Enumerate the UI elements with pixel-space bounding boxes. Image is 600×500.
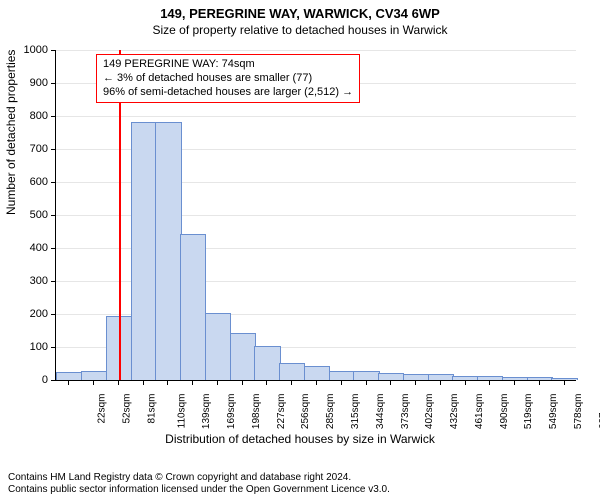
annotation-line: ← 3% of detached houses are smaller (77) xyxy=(103,72,353,86)
x-tick-label: 519sqm xyxy=(523,394,534,430)
footer-line: Contains public sector information licen… xyxy=(8,484,390,496)
histogram-bar xyxy=(56,372,82,380)
x-tick xyxy=(415,380,416,385)
x-tick-label: 227sqm xyxy=(276,394,287,430)
x-tick xyxy=(316,380,317,385)
y-tick-label: 0 xyxy=(42,374,56,386)
x-tick-label: 373sqm xyxy=(400,394,411,430)
histogram-bar xyxy=(527,377,553,380)
histogram-bar xyxy=(205,313,231,380)
histogram-bar xyxy=(230,333,256,380)
x-tick-label: 549sqm xyxy=(548,394,559,430)
x-tick xyxy=(440,380,441,385)
x-tick xyxy=(489,380,490,385)
histogram-bar xyxy=(378,373,404,380)
histogram-bar xyxy=(304,366,330,380)
footer-text: Contains HM Land Registry data © Crown c… xyxy=(8,472,390,496)
x-tick xyxy=(143,380,144,385)
x-tick-label: 315sqm xyxy=(350,394,361,430)
x-tick xyxy=(118,380,119,385)
x-tick xyxy=(266,380,267,385)
histogram-bar xyxy=(551,378,577,380)
chart-subtitle: Size of property relative to detached ho… xyxy=(0,21,600,37)
x-tick xyxy=(217,380,218,385)
histogram-bar xyxy=(180,234,206,380)
x-tick-label: 139sqm xyxy=(202,394,213,430)
y-tick-label: 1000 xyxy=(24,44,56,56)
x-tick xyxy=(167,380,168,385)
annotation-box: 149 PEREGRINE WAY: 74sqm ← 3% of detache… xyxy=(96,54,360,103)
x-axis-title: Distribution of detached houses by size … xyxy=(0,432,600,446)
x-tick xyxy=(465,380,466,385)
x-tick-label: 256sqm xyxy=(301,394,312,430)
x-tick-label: 402sqm xyxy=(424,394,435,430)
footer-line: Contains HM Land Registry data © Crown c… xyxy=(8,472,390,484)
annotation-line: 149 PEREGRINE WAY: 74sqm xyxy=(103,58,353,72)
x-tick-label: 461sqm xyxy=(474,394,485,430)
x-tick-label: 22sqm xyxy=(97,394,108,424)
chart-title: 149, PEREGRINE WAY, WARWICK, CV34 6WP xyxy=(0,0,600,21)
y-tick-label: 600 xyxy=(30,176,56,188)
y-tick-label: 100 xyxy=(30,341,56,353)
y-tick-label: 700 xyxy=(30,143,56,155)
x-tick xyxy=(514,380,515,385)
x-tick-label: 432sqm xyxy=(449,394,460,430)
histogram-bar xyxy=(329,371,355,380)
gridline xyxy=(56,50,576,51)
y-tick-label: 800 xyxy=(30,110,56,122)
x-tick xyxy=(539,380,540,385)
x-tick xyxy=(341,380,342,385)
x-tick-label: 344sqm xyxy=(375,394,386,430)
x-tick xyxy=(564,380,565,385)
x-tick xyxy=(68,380,69,385)
histogram-bar xyxy=(254,346,280,380)
x-tick xyxy=(366,380,367,385)
x-tick-label: 198sqm xyxy=(251,394,262,430)
histogram-bar xyxy=(279,363,305,381)
gridline xyxy=(56,116,576,117)
histogram-bar xyxy=(353,371,379,380)
x-tick-label: 52sqm xyxy=(122,394,133,424)
x-tick xyxy=(93,380,94,385)
annotation-line: 96% of semi-detached houses are larger (… xyxy=(103,86,353,100)
x-tick-label: 285sqm xyxy=(325,394,336,430)
histogram-bar xyxy=(428,374,454,380)
plot-area: 0100200300400500600700800900100022sqm52s… xyxy=(55,50,576,381)
x-tick xyxy=(192,380,193,385)
y-tick-label: 500 xyxy=(30,209,56,221)
x-tick xyxy=(390,380,391,385)
x-tick-label: 81sqm xyxy=(146,394,157,424)
x-tick xyxy=(291,380,292,385)
y-tick-label: 200 xyxy=(30,308,56,320)
histogram-bar xyxy=(155,122,181,380)
histogram-bar xyxy=(452,376,478,380)
y-tick-label: 900 xyxy=(30,77,56,89)
x-tick-label: 110sqm xyxy=(176,394,187,429)
x-tick-label: 490sqm xyxy=(499,394,510,430)
histogram-bar xyxy=(81,371,107,380)
y-tick-label: 300 xyxy=(30,275,56,287)
histogram-bar xyxy=(131,122,157,380)
x-tick xyxy=(242,380,243,385)
x-tick-label: 578sqm xyxy=(573,394,584,430)
y-tick-label: 400 xyxy=(30,242,56,254)
x-tick-label: 169sqm xyxy=(226,394,237,430)
y-axis-title: Number of detached properties xyxy=(4,50,18,215)
